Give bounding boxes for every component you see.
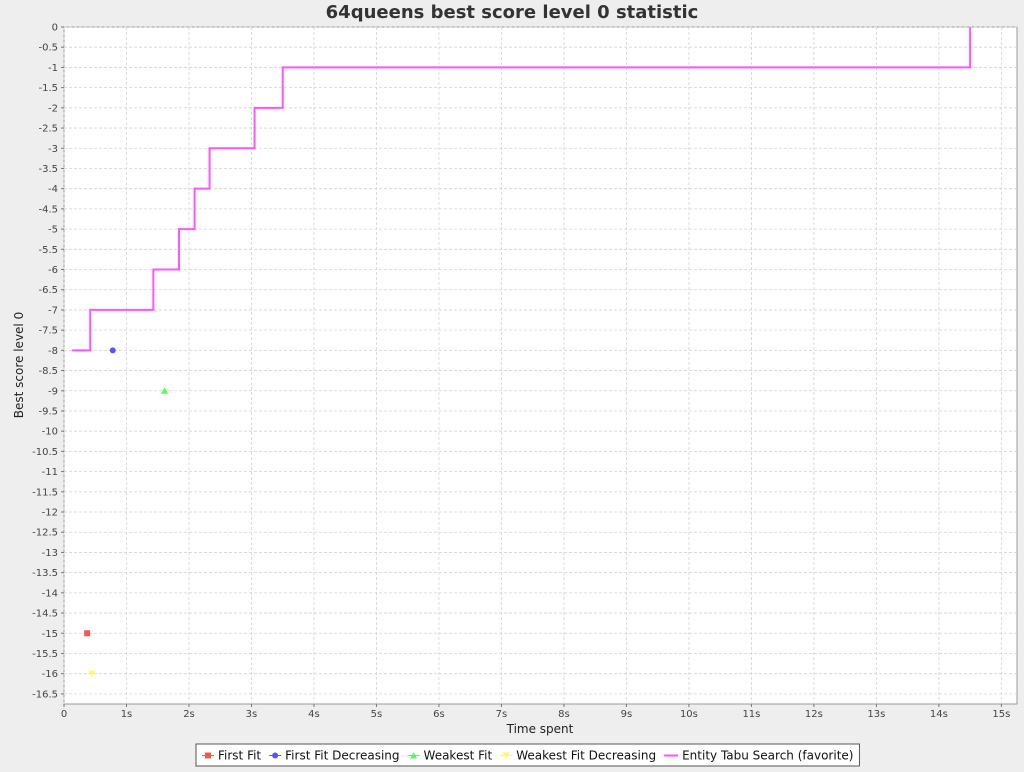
x-axis-label: Time spent	[506, 722, 574, 736]
x-tick-label: 14s	[930, 709, 948, 720]
y-tick-label: -2.5	[38, 124, 58, 135]
y-tick-label: -1.5	[38, 83, 58, 94]
x-axis-ticks: 0 1s 2s 3s 4s 5s 6s 7s 8s 9s 10s 11s 12s 13s 14s 15s	[61, 704, 1010, 720]
x-tick-label: 8s	[558, 709, 570, 720]
legend-item: Weakest Fit	[407, 749, 493, 763]
y-tick-label: -7.5	[38, 326, 58, 337]
y-tick-label: 0	[52, 23, 58, 34]
y-axis-ticks: 0 -0.5 -1 -1.5 -2 -2.5 -3 -3.5 -4 -4.5 -5 -5.5 -6 -6.…	[32, 23, 64, 700]
legend-item: Weakest Fit Decreasing	[500, 749, 656, 763]
data-point	[88, 670, 96, 678]
legend-swatch	[410, 752, 418, 759]
x-tick-label: 7s	[496, 709, 508, 720]
y-tick-label: -6.5	[38, 285, 58, 296]
legend-swatch	[502, 752, 510, 759]
legend-swatch	[272, 752, 279, 759]
data-point	[84, 630, 91, 637]
legend-label: Entity Tabu Search (favorite)	[682, 749, 853, 763]
chart-title: 64queens best score level 0 statistic	[326, 2, 699, 23]
y-tick-label: -2	[48, 103, 58, 114]
y-axis-label: Best score level 0	[12, 312, 26, 418]
x-tick-label: 11s	[742, 709, 760, 720]
series-1	[109, 347, 116, 354]
data-point	[109, 347, 116, 354]
legend-label: First Fit Decreasing	[285, 749, 399, 763]
x-tick-label: 2s	[183, 709, 195, 720]
y-tick-label: -14.5	[32, 609, 58, 620]
y-tick-label: -1	[48, 63, 58, 74]
y-tick-label: -12	[42, 508, 58, 519]
y-tick-label: -3	[48, 144, 58, 155]
x-tick-label: 4s	[308, 709, 320, 720]
series-3	[88, 670, 96, 678]
y-tick-label: -5	[48, 225, 58, 236]
y-tick-label: -4.5	[38, 204, 58, 215]
legend-item: First Fit	[202, 749, 261, 763]
y-tick-label: -12.5	[32, 528, 58, 539]
series-2	[161, 387, 169, 394]
y-tick-label: -0.5	[38, 43, 58, 54]
legend: First Fit First Fit Decreasing Weakest Fit…	[195, 743, 860, 767]
legend-box	[195, 743, 860, 767]
legend-label: First Fit	[218, 749, 261, 763]
legend-item: First Fit Decreasing	[269, 749, 400, 763]
y-tick-label: -15.5	[32, 649, 58, 660]
series-layer	[72, 27, 972, 678]
data-point	[161, 387, 169, 394]
y-tick-label: -6	[48, 265, 58, 276]
x-tick-label: 13s	[867, 709, 885, 720]
y-tick-label: -13.5	[32, 568, 58, 579]
y-tick-label: -11	[42, 467, 58, 478]
y-tick-label: -14	[42, 588, 58, 599]
y-tick-label: -9.5	[38, 406, 58, 417]
legend-label: Weakest Fit	[424, 749, 493, 763]
y-tick-label: -10	[42, 427, 58, 438]
y-tick-label: -15	[42, 629, 58, 640]
y-tick-label: -9	[48, 386, 58, 397]
y-tick-label: -3.5	[38, 164, 58, 175]
legend-swatch	[205, 752, 211, 759]
x-tick-label: 1s	[121, 709, 133, 720]
x-tick-label: 9s	[621, 709, 633, 720]
y-tick-label: -4	[48, 184, 58, 195]
legend-label: Weakest Fit Decreasing	[516, 749, 656, 763]
y-tick-label: -11.5	[32, 487, 58, 498]
x-tick-label: 3s	[246, 709, 258, 720]
series-step-line	[72, 27, 972, 352]
y-tick-label: -7	[48, 305, 58, 316]
y-tick-label: -10.5	[32, 447, 58, 458]
series-0	[84, 630, 91, 637]
legend-item: Entity Tabu Search (favorite)	[664, 749, 853, 763]
x-tick-label: 6s	[433, 709, 445, 720]
y-tick-label: -16	[42, 669, 58, 680]
y-tick-label: -16.5	[32, 689, 58, 700]
grid	[63, 26, 1017, 704]
x-tick-label: 12s	[805, 709, 823, 720]
x-tick-label: 0	[61, 709, 67, 720]
y-tick-label: -8	[48, 346, 58, 357]
x-tick-label: 15s	[992, 709, 1010, 720]
y-tick-label: -8.5	[38, 366, 58, 377]
x-tick-label: 10s	[680, 709, 698, 720]
y-tick-label: -5.5	[38, 245, 58, 256]
x-tick-label: 5s	[371, 709, 383, 720]
plot-area	[63, 26, 1018, 705]
y-tick-label: -13	[42, 548, 58, 559]
series-4	[72, 27, 972, 352]
